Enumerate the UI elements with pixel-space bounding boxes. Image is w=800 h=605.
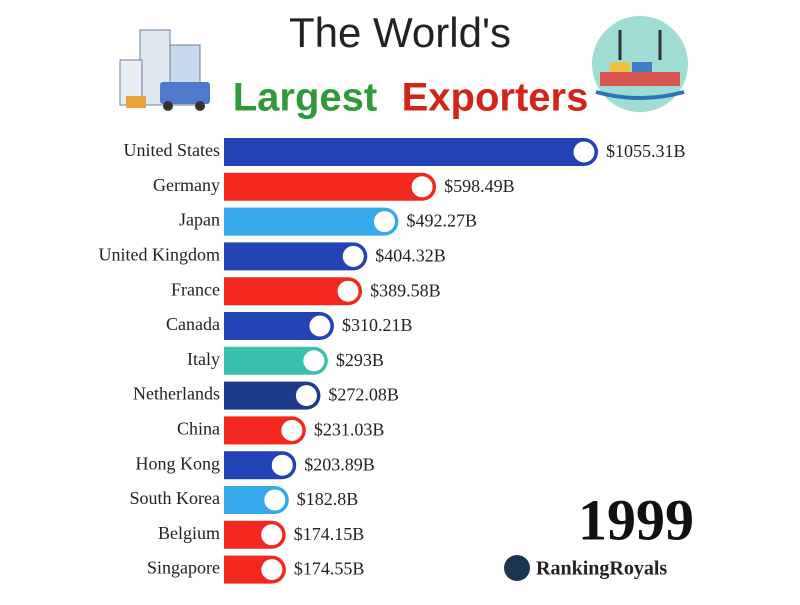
bar (224, 242, 368, 271)
category-label: China (177, 419, 220, 439)
category-label: Belgium (158, 523, 220, 543)
value-label: $174.15B (294, 524, 365, 544)
flag-badge (258, 521, 286, 549)
value-label: $231.03B (314, 420, 385, 440)
brand-logo (504, 555, 530, 581)
category-label: France (171, 279, 220, 299)
city-illustration (119, 29, 210, 111)
value-label: $293B (336, 350, 384, 370)
category-label: Japan (179, 210, 220, 230)
value-label: $598.49B (444, 176, 515, 196)
flag-badge (306, 312, 334, 340)
flag-badge (292, 382, 320, 410)
value-label: $272.08B (328, 385, 399, 405)
value-label: $310.21B (342, 315, 413, 335)
value-label: $389.58B (370, 280, 441, 300)
category-label: Italy (187, 349, 220, 369)
category-label: Netherlands (133, 384, 220, 404)
category-label: Hong Kong (136, 453, 221, 473)
brand-name: RankingRoyals (536, 558, 667, 580)
year-label: 1999 (578, 487, 694, 552)
flag-badge (300, 347, 328, 375)
category-label: Germany (153, 175, 220, 195)
bar (224, 312, 334, 340)
bar (224, 277, 363, 306)
bar (224, 207, 399, 236)
value-label: $203.89B (304, 454, 375, 474)
category-label: United Kingdom (99, 245, 221, 265)
flag-badge (408, 173, 436, 201)
flag-badge (258, 556, 286, 584)
bar (224, 172, 437, 201)
title-highlight: Largest (233, 76, 378, 120)
value-label: $174.55B (294, 559, 365, 579)
flag-badge (570, 138, 598, 166)
category-label: Singapore (147, 558, 220, 578)
flag-badge (261, 486, 289, 514)
value-label: $404.32B (375, 246, 446, 266)
value-label: $182.8B (297, 489, 359, 509)
flag-badge (370, 208, 398, 236)
category-label: United States (124, 140, 221, 160)
title-highlight: Exporters (402, 76, 589, 120)
port-illustration (592, 16, 688, 112)
flag-badge (339, 242, 367, 270)
bar (224, 346, 328, 375)
category-label: South Korea (130, 488, 220, 508)
flag-badge (268, 451, 296, 479)
flag-badge (334, 277, 362, 305)
flag-badge (278, 416, 306, 444)
chart-title: The World's (289, 9, 511, 56)
bar (224, 138, 598, 166)
value-label: $1055.31B (606, 141, 686, 161)
value-label: $492.27B (406, 211, 477, 231)
category-label: Canada (166, 314, 220, 334)
